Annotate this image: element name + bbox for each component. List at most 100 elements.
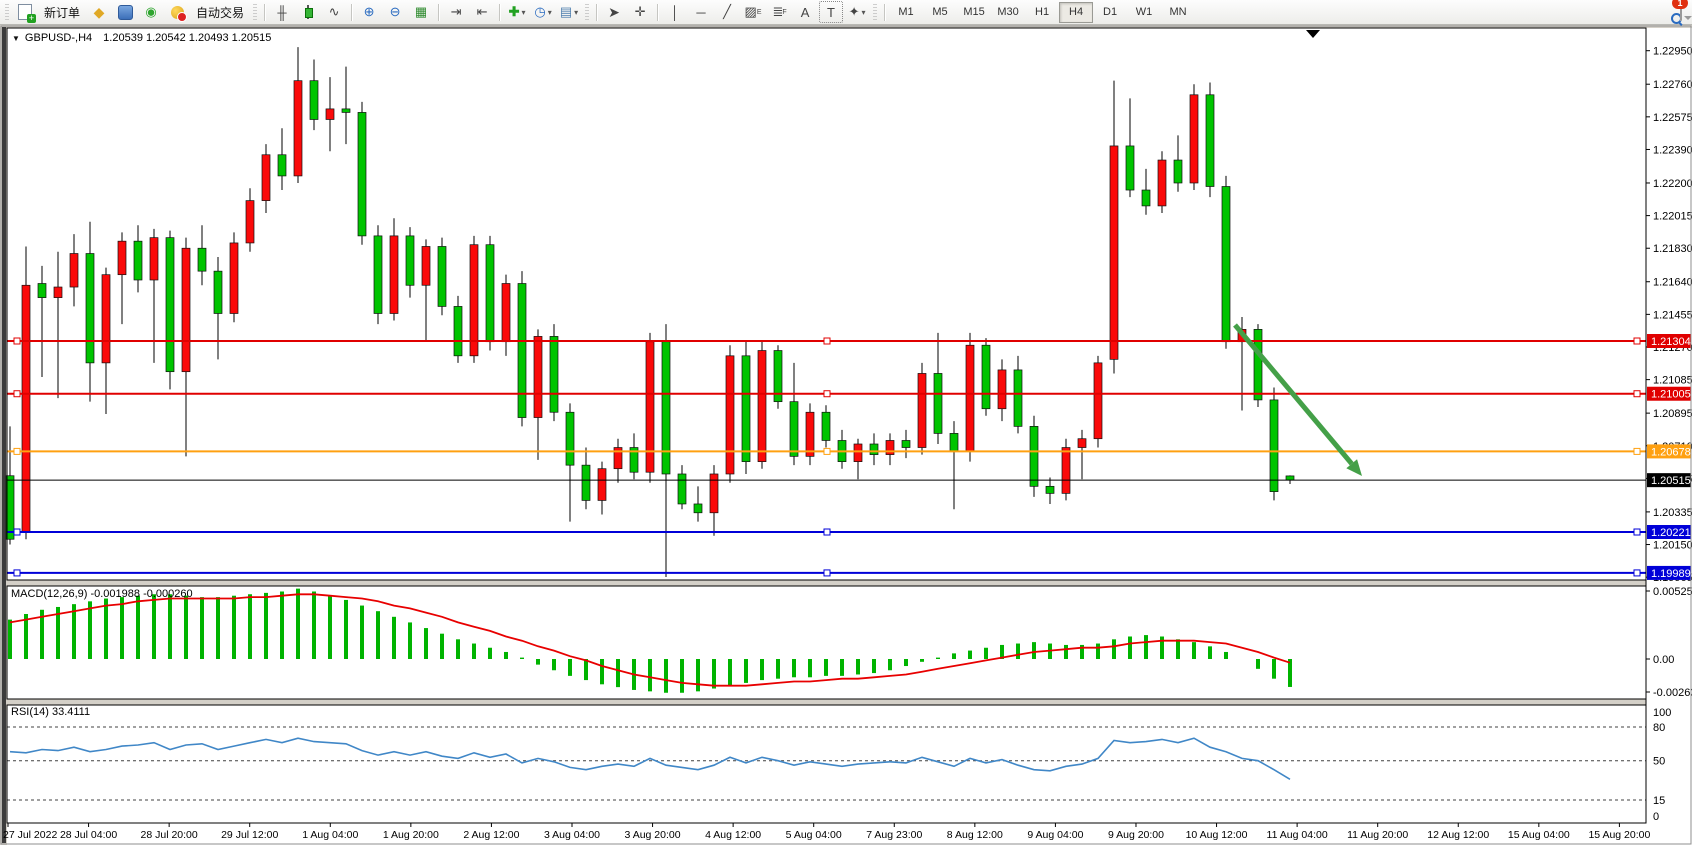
timeframe-M5[interactable]: M5 [932,6,948,18]
svg-text:1.22015: 1.22015 [1653,211,1692,223]
svg-text:1.20515: 1.20515 [1651,475,1691,487]
horizontal-line-icon[interactable]: ─ [696,4,706,20]
zoom-out-icon[interactable]: ⊖ [389,4,401,19]
svg-text:-0.002636: -0.002636 [1653,687,1692,699]
data-window-icon[interactable] [113,1,137,23]
text-icon[interactable]: A [800,4,810,20]
text-label-icon[interactable]: T [819,1,844,23]
line-handle[interactable] [1633,447,1641,455]
fibonacci-icon[interactable]: ≣ F [772,4,786,19]
svg-text:100: 100 [1653,707,1671,719]
autotrade-icon[interactable] [165,1,189,23]
new-order-button[interactable]: 新订单 [44,5,81,20]
timeframe-MN[interactable]: MN [1169,6,1187,18]
line-handle[interactable] [1633,337,1641,345]
timeframe-D1[interactable]: D1 [1103,6,1118,18]
macd-signal-line [9,593,1291,687]
svg-text:1.22760: 1.22760 [1653,79,1692,91]
rsi-layer: 100 80 50 15 0 [7,707,1671,823]
toolbar: + 新订单 ◆ ◉ 自动交易 ╫ ∿ ⊕ ⊖ ▦ ⇥ ⇤ ✚ ▾ ◷ ▾ ▤ ▾ ➤ … [0,0,1692,26]
symbol-dropdown-icon[interactable]: ▼ [12,33,20,43]
timeframe-M1[interactable]: M1 [898,6,914,18]
svg-text:28 Jul 04:00: 28 Jul 04:00 [60,829,117,841]
hline-1.20678[interactable]: 1.20678 [7,444,1691,459]
macd-indicator-label: MACD(12,26,9) -0.001988 -0.000260 [11,588,193,600]
crosshair-icon[interactable]: ✛ [634,4,646,19]
time-axis[interactable]: 27 Jul 2022 28 Jul 04:00 28 Jul 20:00 29 Ju… [3,823,1650,841]
line-handle[interactable] [1633,528,1641,536]
svg-text:1.20335: 1.20335 [1653,507,1692,519]
timeframe-H4[interactable]: H4 [1059,1,1094,23]
rsi-line [9,737,1291,780]
timeframe-W1[interactable]: W1 [1135,6,1153,18]
signal-icon[interactable]: ◉ [145,4,157,19]
svg-text:7 Aug 23:00: 7 Aug 23:00 [866,829,922,841]
notification-badge: 1 [1672,0,1688,9]
line-handle[interactable] [1633,569,1641,577]
svg-text:50: 50 [1653,756,1665,768]
svg-text:1.21005: 1.21005 [1651,389,1691,401]
timeframe-M15[interactable]: M15 [963,6,985,18]
auto-scroll-icon[interactable]: ⇥ [450,4,462,19]
timeframe-M30[interactable]: M30 [997,6,1019,18]
zoom-in-icon[interactable]: ⊕ [363,4,375,19]
hline-1.19989[interactable]: 1.19989 [7,565,1691,580]
templates-icon[interactable]: ▤ ▾ [559,4,579,19]
periods-icon[interactable]: ◷ ▾ [534,4,552,19]
trend-arrow[interactable] [1233,323,1362,476]
cursor-icon[interactable]: ➤ [608,3,620,20]
hline-1.20515[interactable]: 1.20515 [7,473,1691,488]
svg-text:9 Aug 20:00: 9 Aug 20:00 [1108,829,1164,841]
line-handle[interactable] [13,447,21,455]
chart-title: ▼ GBPUSD-,H4 1.20539 1.20542 1.20493 1.2… [12,32,271,44]
line-handle[interactable] [13,337,21,345]
macd-layer: 0.005258 0.00 -0.002636 [8,586,1692,699]
tile-windows-icon[interactable]: ▦ [414,4,428,19]
notifications-icon[interactable]: 1 [1672,0,1692,21]
svg-text:1.20150: 1.20150 [1653,540,1692,552]
hline-1.21304[interactable]: 1.21304 [7,334,1691,348]
window-left-edge [2,27,6,843]
svg-text:3 Aug 04:00: 3 Aug 04:00 [544,829,600,841]
line-handle[interactable] [823,447,831,455]
line-handle[interactable] [823,569,831,577]
svg-text:9 Aug 04:00: 9 Aug 04:00 [1027,829,1083,841]
line-chart-icon[interactable]: ∿ [328,4,340,19]
line-handle[interactable] [823,528,831,536]
svg-text:1.21830: 1.21830 [1653,243,1692,255]
line-handle[interactable] [823,390,831,398]
bar-chart-icon[interactable]: ╫ [277,4,287,20]
svg-text:1.20678: 1.20678 [1651,446,1691,458]
trendline-icon[interactable]: ╱ [723,4,731,19]
chart-shift-marker[interactable] [1306,30,1320,38]
arrows-icon[interactable]: ✦ ▾ [848,4,866,19]
svg-text:10 Aug 12:00: 10 Aug 12:00 [1186,829,1248,841]
svg-text:1.21304: 1.21304 [1651,336,1691,348]
chart-canvas[interactable]: 1.22950 1.22760 1.22575 1.22390 1.22200 1.220… [0,25,1692,845]
svg-text:1.22950: 1.22950 [1653,46,1692,58]
line-handle[interactable] [823,337,831,345]
new-order-icon[interactable]: + [13,1,37,23]
svg-text:11 Aug 20:00: 11 Aug 20:00 [1347,829,1408,841]
channel-icon[interactable]: ▨ E [744,4,762,19]
svg-text:1.22575: 1.22575 [1653,112,1692,124]
autotrade-button[interactable]: 自动交易 [196,5,245,20]
toolbar-grip[interactable] [5,4,9,20]
line-handle[interactable] [13,528,21,536]
svg-text:15 Aug 20:00: 15 Aug 20:00 [1588,829,1650,841]
hline-1.20221[interactable]: 1.20221 [7,525,1691,540]
svg-text:15: 15 [1653,795,1665,807]
indicators-icon[interactable]: ✚ ▾ [508,4,526,19]
line-handle[interactable] [13,569,21,577]
svg-text:1.21640: 1.21640 [1653,277,1692,289]
timeframe-H1[interactable]: H1 [1035,6,1050,18]
vertical-line-icon[interactable]: │ [670,4,680,20]
svg-text:3 Aug 20:00: 3 Aug 20:00 [625,829,681,841]
line-handle[interactable] [1633,390,1641,398]
candlestick-chart-icon[interactable] [296,1,320,23]
market-watch-icon[interactable]: ◆ [93,3,105,20]
chart-shift-icon[interactable]: ⇤ [476,4,488,19]
line-handle[interactable] [13,390,21,398]
hline-1.21005[interactable]: 1.21005 [7,386,1691,401]
